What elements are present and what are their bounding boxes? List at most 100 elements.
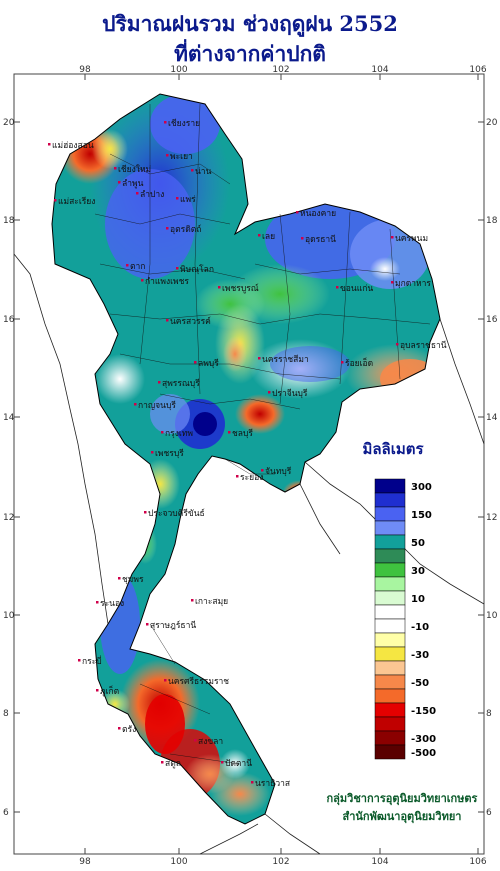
graticule-ticks xyxy=(14,74,484,854)
station-marker xyxy=(218,286,221,289)
place-label: นครสวรรค์ xyxy=(170,316,211,327)
station-marker xyxy=(118,577,121,580)
legend-swatch xyxy=(374,702,406,718)
station-marker xyxy=(118,727,121,730)
place-label: กรุงเทพ xyxy=(165,429,193,439)
station-marker xyxy=(54,199,57,202)
place-label: กำแพงเพชร xyxy=(145,277,189,287)
legend-label: -30 xyxy=(411,650,429,661)
lat-tick-left: 16 xyxy=(3,315,15,325)
legend-swatch xyxy=(374,562,406,578)
station-marker xyxy=(236,475,239,478)
station-marker xyxy=(191,599,194,602)
place-label: แม่ฮ่องสอน xyxy=(52,141,94,151)
place-label: ตรัง xyxy=(122,725,136,735)
place-label: ปราจีนบุรี xyxy=(272,388,308,399)
place-label: กระบี่ xyxy=(82,655,102,667)
station-marker xyxy=(114,167,117,170)
lat-tick-right: 10 xyxy=(486,611,498,621)
legend-swatch xyxy=(374,618,406,634)
place-label: อุตรดิตถ์ xyxy=(170,224,201,235)
lat-tick-right: 14 xyxy=(486,413,498,423)
place-label: นครศรีธรรมราช xyxy=(168,676,229,687)
legend-swatch xyxy=(374,590,406,606)
lat-tick-right: 20 xyxy=(486,118,498,128)
place-label: น่าน xyxy=(195,167,212,177)
station-marker xyxy=(146,623,149,626)
legend-swatch xyxy=(374,478,406,494)
place-label: เพชรบูรณ์ xyxy=(222,283,259,294)
place-label: นครพนม xyxy=(395,234,428,244)
place-label: แพร่ xyxy=(180,195,196,205)
legend-swatch xyxy=(374,520,406,536)
lat-tick-left: 18 xyxy=(3,216,15,226)
place-label: เชียงใหม่ xyxy=(118,164,151,175)
station-marker xyxy=(341,361,344,364)
place-label: เกาะสมุย xyxy=(195,597,228,607)
lon-tick-bottom: 100 xyxy=(170,857,187,867)
legend-label: 300 xyxy=(411,482,432,493)
place-label: เชียงราย xyxy=(168,118,200,129)
lon-tick-bottom: 106 xyxy=(469,857,486,867)
legend-swatch xyxy=(374,548,406,564)
lat-tick-right: 18 xyxy=(486,216,498,226)
map-title: ปริมาณฝนรวม ช่วงฤดูฝน 2552 xyxy=(102,11,398,36)
station-marker xyxy=(301,237,304,240)
station-marker xyxy=(176,267,179,270)
station-marker xyxy=(396,343,399,346)
legend-swatch xyxy=(374,744,406,760)
legend-swatch xyxy=(374,660,406,676)
credit-line1: กลุ่มวิชาการอุตุนิยมวิทยาเกษตร xyxy=(327,792,478,806)
station-marker xyxy=(144,511,147,514)
station-marker xyxy=(296,211,299,214)
legend-label: -150 xyxy=(411,706,436,717)
legend-label: -50 xyxy=(411,678,429,689)
place-label: สุราษฎร์ธานี xyxy=(150,620,196,631)
station-marker xyxy=(161,761,164,764)
map-subtitle: ที่ต่างจากค่าปกติ xyxy=(174,41,326,66)
place-label: ปัตตานี xyxy=(225,758,252,769)
lat-tick-left: 14 xyxy=(3,413,15,423)
legend-swatch xyxy=(374,576,406,592)
legend-label: 10 xyxy=(411,594,425,605)
station-marker xyxy=(391,281,394,284)
lon-tick-bottom: 98 xyxy=(79,857,91,867)
station-marker xyxy=(126,264,129,267)
place-label: สตูล xyxy=(165,759,181,769)
station-marker xyxy=(166,154,169,157)
place-label: ขอนแก่น xyxy=(340,284,373,294)
place-label: อุบลราชธานี xyxy=(400,340,447,351)
legend-swatch xyxy=(374,506,406,522)
legend-label: 150 xyxy=(411,510,432,521)
station-marker xyxy=(134,403,137,406)
place-label: ชลบุรี xyxy=(232,428,253,439)
place-label: ประจวบคีรีขันธ์ xyxy=(148,508,205,519)
station-marker xyxy=(141,279,144,282)
legend-swatch xyxy=(374,632,406,648)
station-marker xyxy=(136,192,139,195)
station-marker xyxy=(166,227,169,230)
place-label: สุพรรณบุรี xyxy=(162,378,200,389)
legend-scale: 300 150 50 30 10 -10 -30 -50 -150 -300 -500 xyxy=(374,478,436,760)
lat-tick-left: 8 xyxy=(3,709,9,719)
legend-label: -500 xyxy=(411,748,436,759)
place-label: นราธิวาส xyxy=(255,779,291,789)
legend-swatch xyxy=(374,604,406,620)
station-marker xyxy=(268,391,271,394)
station-marker xyxy=(391,236,394,239)
place-label: ตาก xyxy=(130,262,145,272)
lat-tick-right: 8 xyxy=(486,709,492,719)
lat-tick-right: 12 xyxy=(486,513,497,523)
station-marker xyxy=(96,601,99,604)
legend-label: 50 xyxy=(411,538,425,549)
station-marker xyxy=(194,739,197,742)
place-label: ลำพูน xyxy=(122,179,144,189)
lat-tick-left: 12 xyxy=(3,513,14,523)
place-label: กาญจนบุรี xyxy=(138,400,176,411)
station-marker xyxy=(251,781,254,784)
station-marker xyxy=(164,679,167,682)
station-marker xyxy=(194,361,197,364)
lat-tick-left: 20 xyxy=(3,118,15,128)
place-label: มุกดาหาร xyxy=(395,279,431,289)
station-marker xyxy=(96,689,99,692)
